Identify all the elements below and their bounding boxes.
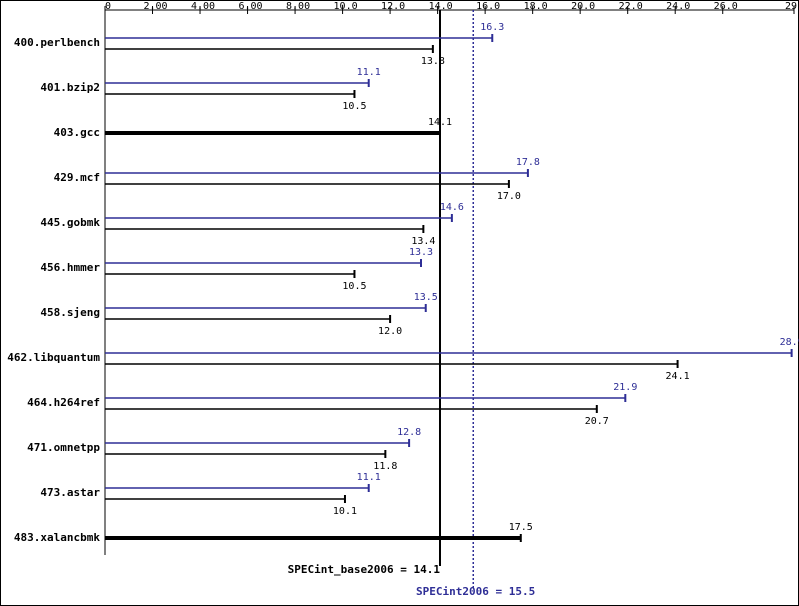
value-label: 10.5: [342, 281, 366, 292]
x-tick-label: 16.0: [476, 1, 500, 12]
value-label: 13.8: [421, 56, 445, 67]
value-label: 10.1: [333, 506, 357, 517]
x-tick-label: 20.0: [571, 1, 595, 12]
value-label: 21.9: [613, 382, 637, 393]
category-label: 401.bzip2: [40, 81, 100, 94]
value-label: 11.1: [357, 472, 381, 483]
value-label: 14.1: [428, 117, 452, 128]
value-label: 20.7: [585, 416, 609, 427]
category-label: 458.sjeng: [40, 306, 100, 319]
value-label: 17.5: [509, 522, 533, 533]
category-label: 403.gcc: [54, 126, 100, 139]
value-label: 17.8: [516, 157, 540, 168]
x-tick-label: 8.00: [286, 1, 310, 12]
category-label: 429.mcf: [54, 171, 100, 184]
category-label: 483.xalancbmk: [14, 531, 100, 544]
x-tick-label: 18.0: [524, 1, 548, 12]
value-label: 13.3: [409, 247, 433, 258]
value-label: 28.9: [780, 337, 799, 348]
category-label: 473.astar: [40, 486, 100, 499]
x-tick-label: 4.00: [191, 1, 215, 12]
category-label: 471.omnetpp: [27, 441, 100, 454]
reference-label: SPECint2006 = 15.5: [416, 585, 535, 598]
x-tick-label: 0: [105, 1, 111, 12]
x-tick-label: 2.00: [143, 1, 167, 12]
value-label: 11.8: [373, 461, 397, 472]
reference-label: SPECint_base2006 = 14.1: [288, 563, 441, 576]
value-label: 14.6: [440, 202, 464, 213]
x-tick-label: 6.00: [239, 1, 263, 12]
x-tick-label: 22.0: [619, 1, 643, 12]
value-label: 10.5: [342, 101, 366, 112]
category-label: 456.hmmer: [40, 261, 100, 274]
value-label: 24.1: [666, 371, 690, 382]
x-tick-label: 24.0: [666, 1, 690, 12]
category-label: 462.libquantum: [7, 351, 100, 364]
value-label: 13.5: [414, 292, 438, 303]
x-tick-label: 14.0: [429, 1, 453, 12]
value-label: 12.8: [397, 427, 421, 438]
category-label: 464.h264ref: [27, 396, 100, 409]
x-tick-label: 26.0: [714, 1, 738, 12]
value-label: 11.1: [357, 67, 381, 78]
x-tick-label: 29.0: [785, 1, 799, 12]
value-label: 17.0: [497, 191, 521, 202]
x-tick-label: 12.0: [381, 1, 405, 12]
category-label: 445.gobmk: [40, 216, 100, 229]
x-tick-label: 10.0: [334, 1, 358, 12]
value-label: 13.4: [411, 236, 435, 247]
category-label: 400.perlbench: [14, 36, 100, 49]
value-label: 12.0: [378, 326, 402, 337]
value-label: 16.3: [480, 22, 504, 33]
